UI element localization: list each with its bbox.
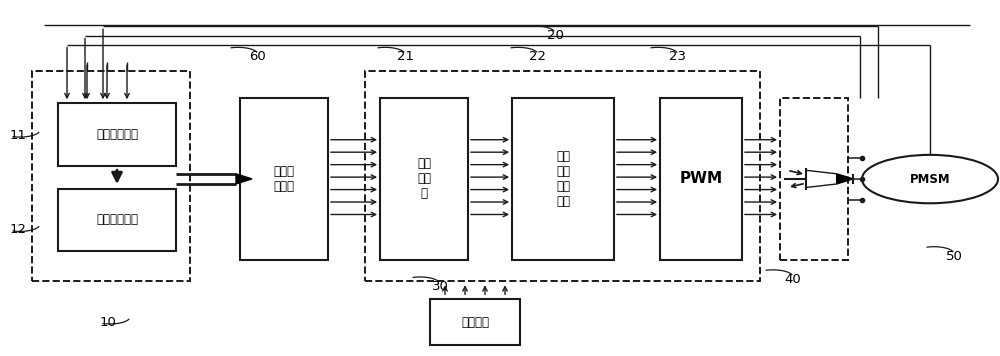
- Text: 状态
译码
器: 状态 译码 器: [417, 157, 431, 200]
- Text: 50: 50: [946, 250, 962, 263]
- Text: 12: 12: [10, 223, 26, 236]
- Text: 30: 30: [432, 280, 448, 293]
- Circle shape: [862, 155, 998, 203]
- Text: 22: 22: [530, 51, 546, 63]
- Bar: [380, 98, 468, 260]
- Text: 40: 40: [785, 273, 801, 286]
- Text: 10: 10: [100, 316, 116, 329]
- Text: 60: 60: [250, 51, 266, 63]
- Bar: [32, 71, 190, 281]
- Text: 11: 11: [10, 129, 26, 142]
- Polygon shape: [236, 174, 252, 184]
- Polygon shape: [837, 174, 853, 184]
- Bar: [240, 98, 328, 260]
- Bar: [430, 299, 520, 345]
- Text: 23: 23: [670, 51, 686, 63]
- Text: 逻辑封
锁电路: 逻辑封 锁电路: [274, 165, 294, 193]
- Text: 21: 21: [396, 51, 414, 63]
- Text: 整形滤波电路: 整形滤波电路: [96, 213, 138, 226]
- Bar: [365, 71, 760, 281]
- Text: PWM: PWM: [679, 171, 723, 187]
- Bar: [660, 98, 742, 260]
- Text: 波形检测电路: 波形检测电路: [96, 128, 138, 141]
- Text: 起动电路: 起动电路: [461, 316, 489, 329]
- Bar: [58, 103, 176, 166]
- Text: PMSM: PMSM: [910, 173, 950, 185]
- Bar: [512, 98, 614, 260]
- Bar: [780, 98, 848, 260]
- Bar: [58, 189, 176, 251]
- Text: 20: 20: [547, 29, 563, 42]
- Text: 换相
状态
转换
电路: 换相 状态 转换 电路: [556, 150, 570, 208]
